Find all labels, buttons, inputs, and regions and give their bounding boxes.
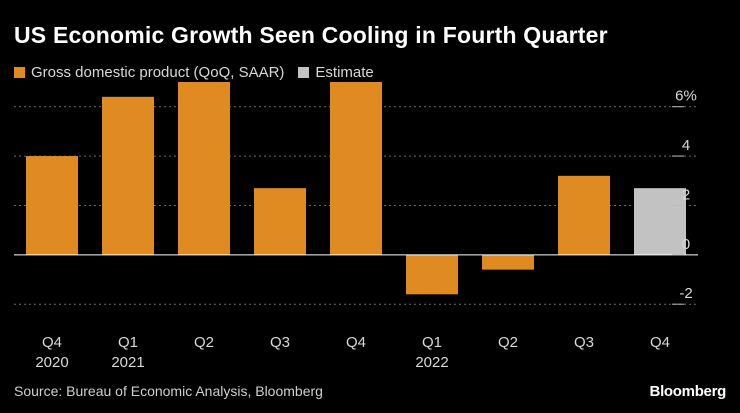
legend-item-gdp: Gross domestic product (QoQ, SAAR) <box>14 64 284 81</box>
bar <box>254 188 306 255</box>
legend-label-estimate: Estimate <box>315 64 374 81</box>
x-tick-label: Q4 <box>346 334 366 351</box>
y-tick-label: 2 <box>682 186 690 203</box>
bar <box>330 82 382 255</box>
bar <box>102 96 154 255</box>
x-tick-label: Q4 <box>650 334 670 351</box>
x-tick-label: Q1 <box>118 334 138 351</box>
bar <box>634 188 686 255</box>
bar <box>406 254 458 295</box>
bar <box>558 175 610 255</box>
source-note: Source: Bureau of Economic Analysis, Blo… <box>14 383 323 399</box>
x-year-label: 2022 <box>415 354 448 371</box>
chart-title: US Economic Growth Seen Cooling in Fourt… <box>14 22 608 48</box>
x-tick-label: Q2 <box>498 334 518 351</box>
x-tick-label: Q3 <box>270 334 290 351</box>
bar <box>26 156 78 255</box>
x-tick-label: Q1 <box>422 334 442 351</box>
y-tick-label: 0 <box>682 236 690 253</box>
legend-swatch-estimate <box>298 67 310 78</box>
bloomberg-logo: Bloomberg <box>649 383 727 400</box>
legend-swatch-gdp <box>14 67 25 78</box>
bar <box>178 82 230 255</box>
y-tick-label: -2 <box>679 285 692 302</box>
y-tick-label: 4 <box>682 137 690 154</box>
x-tick-label: Q2 <box>194 334 214 351</box>
y-tick-label: 6% <box>675 88 697 105</box>
x-tick-label: Q3 <box>574 334 594 351</box>
bar <box>482 254 534 270</box>
x-tick-label: Q4 <box>42 334 62 351</box>
legend-item-estimate: Estimate <box>298 64 374 81</box>
legend: Gross domestic product (QoQ, SAAR) Estim… <box>14 64 388 81</box>
x-year-label: 2020 <box>35 354 68 371</box>
x-year-label: 2021 <box>111 354 144 371</box>
legend-label-gdp: Gross domestic product (QoQ, SAAR) <box>31 64 285 81</box>
